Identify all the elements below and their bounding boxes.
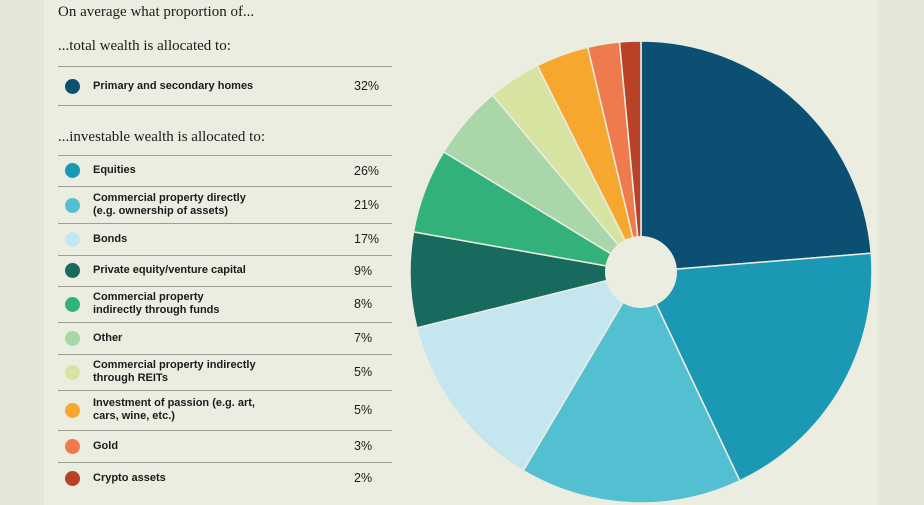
divider <box>58 186 392 187</box>
legend-row-gold: Gold 3% <box>58 430 392 462</box>
divider <box>58 430 392 431</box>
legend-value: 21% <box>354 198 380 212</box>
divider <box>58 390 392 391</box>
pie-slice <box>640 40 873 273</box>
total-wealth-heading: ...total wealth is allocated to: <box>58 38 231 54</box>
divider <box>58 354 392 355</box>
legend-swatch <box>65 197 80 213</box>
divider <box>58 462 392 463</box>
legend-label: Primary and secondary homes <box>93 79 254 92</box>
legend-value: 9% <box>354 263 373 278</box>
divider <box>58 255 392 256</box>
pie-slice <box>415 270 643 472</box>
legend-row-commercial-property-reits: Commercial property indirectly through R… <box>58 354 392 390</box>
divider <box>58 223 392 224</box>
legend-label: Bonds <box>93 232 128 245</box>
legend-swatch <box>65 470 80 486</box>
legend-value: 5% <box>354 403 373 417</box>
legend-swatch <box>65 78 80 94</box>
donut-hole <box>605 236 677 308</box>
pie-slice <box>639 252 873 482</box>
legend-swatch <box>65 163 80 178</box>
legend-swatch <box>65 402 80 418</box>
legend-value: 32% <box>354 79 380 93</box>
legend-row-other: Other 7% <box>58 322 392 354</box>
legend-value: 5% <box>354 365 373 379</box>
legend-value: 26% <box>354 163 380 178</box>
legend-label: Private equity/venture capital <box>93 264 246 276</box>
legend-row-private-equity: Private equity/venture capital 9% <box>58 255 392 286</box>
legend-row-commercial-property-directly: Commercial property directly (e.g. owner… <box>58 187 392 223</box>
legend-row-bonds: Bonds 17% <box>58 223 392 255</box>
legend-swatch <box>65 364 80 380</box>
divider <box>58 286 392 287</box>
legend-row-crypto-assets: Crypto assets 2% <box>58 462 392 494</box>
legend-value: 7% <box>354 331 373 345</box>
legend-label: Commercial property directly (e.g. owner… <box>93 192 246 217</box>
divider <box>58 66 392 67</box>
legend-swatch <box>65 231 80 247</box>
divider <box>58 155 392 156</box>
legend-value: 17% <box>354 232 380 246</box>
divider <box>58 322 392 323</box>
legend-swatch <box>65 296 80 312</box>
legend-row-commercial-property-funds: Commercial property indirectly through f… <box>58 286 392 322</box>
legend-row-equities: Equities 26% <box>58 155 392 186</box>
legend-label: Crypto assets <box>93 471 166 484</box>
legend-swatch <box>65 330 80 346</box>
pie-slice <box>618 40 642 273</box>
legend-label: Commercial property indirectly through f… <box>93 291 220 316</box>
legend-label: Investment of passion (e.g. art, cars, w… <box>93 397 255 422</box>
legend-value: 2% <box>354 471 373 485</box>
legend-label: Commercial property indirectly through R… <box>93 359 256 384</box>
legend-swatch <box>65 438 80 454</box>
legend-value: 3% <box>354 439 373 453</box>
legend-row-investment-of-passion: Investment of passion (e.g. art, cars, w… <box>58 390 392 430</box>
legend-label: Gold <box>93 439 119 452</box>
legend-label: Equities <box>93 164 136 176</box>
pie-slice <box>522 270 741 504</box>
legend-value: 8% <box>354 297 373 311</box>
legend-row-primary-homes: Primary and secondary homes 32% <box>58 67 392 105</box>
intro-text: On average what proportion of... <box>58 4 255 20</box>
legend-label: Other <box>93 331 123 344</box>
investable-wealth-heading: ...investable wealth is allocated to: <box>58 129 266 145</box>
divider <box>58 105 392 106</box>
legend-swatch <box>65 263 80 278</box>
